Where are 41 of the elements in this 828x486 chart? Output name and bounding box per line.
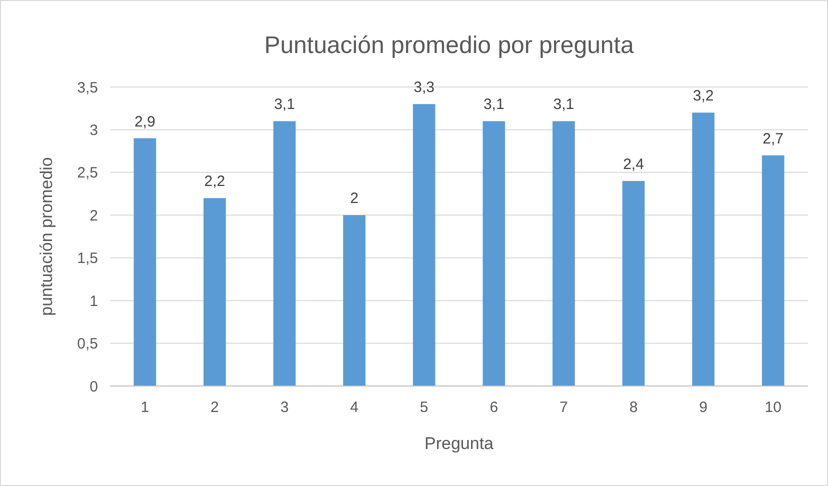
x-axis-title: Pregunta [424,434,494,453]
data-label: 3,2 [692,88,714,105]
y-tick-label: 2,5 [77,164,98,182]
x-tick-label: 9 [699,399,708,416]
x-tick-label: 6 [490,399,498,416]
data-label: 2,7 [762,130,784,148]
data-label: 3,1 [274,96,295,114]
x-tick-label: 4 [350,399,358,416]
data-label: 3,1 [483,96,504,114]
bar [343,215,366,386]
x-tick-label: 7 [560,399,568,416]
bar [762,155,784,386]
y-axis-title: puntuación promedio [37,157,56,316]
x-tick-label: 2 [210,399,219,416]
x-tick-label: 8 [629,399,638,416]
bar [134,138,156,386]
chart-title: Puntuación promedio por pregunta [264,32,634,59]
y-tick-label: 1,5 [77,250,98,268]
bar [273,121,296,386]
data-label: 2,2 [204,173,226,190]
y-tick-label: 3,5 [77,79,98,96]
bar [692,112,714,386]
data-label: 2,9 [134,113,156,130]
bar [482,121,506,386]
bar [552,121,575,386]
bar [622,180,645,386]
y-tick-label: 3 [90,122,98,139]
x-tick-label: 3 [280,399,289,416]
x-tick-label: 10 [764,399,782,416]
bar [204,198,226,386]
data-label: 3,1 [553,96,574,114]
y-tick-label: 1 [90,292,98,310]
bar [412,104,436,386]
y-tick-label: 0,5 [77,336,98,353]
y-tick-label: 2 [90,207,98,224]
y-tick-label: 0 [90,378,98,396]
x-tick-label: 5 [420,399,428,416]
x-tick-label: 1 [140,399,150,416]
data-label: 2,4 [623,156,644,173]
data-label: 3,3 [414,79,435,96]
data-label: 2 [350,190,358,208]
